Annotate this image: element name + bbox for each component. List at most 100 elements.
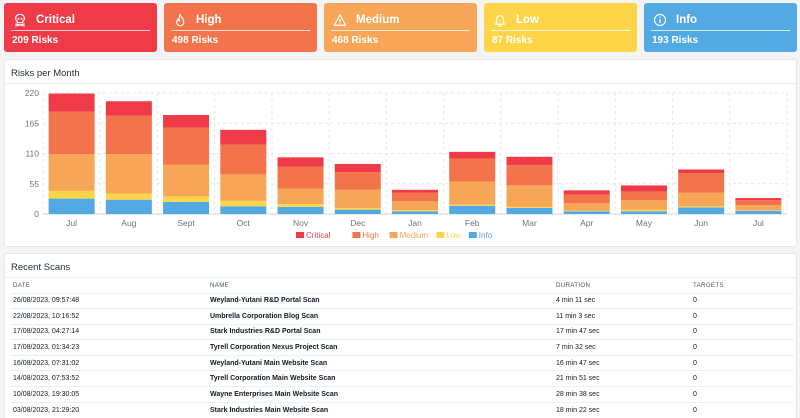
flame-icon <box>173 13 187 27</box>
scan-duration: 11 min 3 sec <box>554 308 691 325</box>
x-tick-label: Jul <box>66 218 77 228</box>
info-icon <box>653 13 667 27</box>
legend-label-info: Info <box>479 231 493 240</box>
card-title: Info <box>676 14 698 26</box>
table-row[interactable]: 16/08/2023, 07:31:02 Weyland-Yutani Main… <box>11 354 794 371</box>
bar-segment-info <box>277 206 324 214</box>
skull-icon <box>13 13 27 27</box>
bar-segment-critical <box>277 157 324 167</box>
risk-summary-cards: Critical 209 Risks High 498 Risks Medium… <box>4 3 797 52</box>
risks-per-month-chart: 0 55 110 165 220 Jul Aug Sept Oct Nov Dec Jan Feb Mar… <box>25 88 788 240</box>
card-divider <box>651 30 790 31</box>
scan-name: Umbrella Corporation Blog Scan <box>208 308 554 325</box>
table-row[interactable]: 26/08/2023, 09:57:48 Weyland-Yutani R&D … <box>11 292 794 309</box>
bar-segment-low <box>277 204 324 207</box>
table-row[interactable]: 10/08/2023, 19:30:05 Wayne Enterprises M… <box>11 386 794 403</box>
bar-segment-medium <box>277 188 324 205</box>
scan-targets: 0 <box>691 386 794 403</box>
bar-segment-high <box>735 200 782 206</box>
card-count: 498 Risks <box>172 35 219 46</box>
table-row[interactable]: 22/08/2023, 10:16:52 Umbrella Corporatio… <box>11 308 794 325</box>
scan-duration: 21 min 51 sec <box>554 370 691 387</box>
card-count: 209 Risks <box>12 35 59 46</box>
risks-per-month-panel: Risks per Month 0 55 110 165 220 Jul Aug Sept Oc… <box>4 59 797 247</box>
bar-segment-critical <box>620 185 667 192</box>
bar-segment-critical <box>48 93 95 112</box>
column-header-name[interactable]: NAME <box>210 282 230 290</box>
bar-segment-medium <box>563 203 610 211</box>
bar-segment-low <box>334 207 381 210</box>
scan-date: 16/08/2023, 07:31:02 <box>11 354 208 371</box>
legend-label-low: Low <box>446 231 461 240</box>
scan-name: Weyland-Yutani R&D Portal Scan <box>208 292 554 309</box>
y-tick-label: 0 <box>34 209 39 219</box>
y-tick-label: 220 <box>25 88 39 98</box>
bar-segment-low <box>678 206 725 208</box>
column-header-date[interactable]: DATE <box>13 282 31 290</box>
panel-title: Recent Scans <box>11 262 71 273</box>
bar-segment-critical <box>392 189 438 193</box>
bar-segment-critical <box>334 163 381 173</box>
scan-date: 22/08/2023, 10:16:52 <box>11 308 208 325</box>
scan-date: 10/08/2023, 19:30:05 <box>11 386 208 403</box>
x-tick-label: Oct <box>237 218 251 228</box>
bar-segment-info <box>735 210 782 214</box>
scan-duration: 4 min 11 sec <box>554 292 691 309</box>
table-row[interactable]: 17/08/2023, 04:27:14 Stark Industries R&… <box>11 323 794 340</box>
x-tick-label: Mar <box>522 218 537 228</box>
bar-segment-high <box>105 115 152 155</box>
scan-name: Tyrell Corporation Nexus Project Scan <box>208 339 554 356</box>
bar-segment-high <box>449 158 496 182</box>
bar-segment-critical <box>563 190 610 195</box>
bar-segment-info <box>105 199 152 214</box>
bar-segment-high <box>163 127 210 165</box>
scan-duration: 7 min 32 sec <box>554 339 691 356</box>
bar-segment-info <box>506 207 553 214</box>
bar-segment-low <box>105 193 152 200</box>
scan-targets: 0 <box>691 339 794 356</box>
bar-segment-low <box>220 200 267 207</box>
legend-swatch-low <box>436 232 445 238</box>
bar-segment-medium <box>506 185 553 207</box>
scan-targets: 0 <box>691 308 794 325</box>
legend-swatch-critical <box>296 232 304 238</box>
bar-segment-high <box>334 172 381 190</box>
table-row[interactable]: 17/08/2023, 01:34:23 Tyrell Corporation … <box>11 339 794 356</box>
bar-segment-high <box>620 191 667 201</box>
legend-label-medium: Medium <box>400 231 429 240</box>
bar-segment-low <box>620 209 667 212</box>
bell-icon <box>493 13 507 27</box>
column-header-targets[interactable]: TARGETS <box>693 282 724 290</box>
bar-segment-critical <box>220 129 267 145</box>
table-row[interactable]: 03/08/2023, 21:29:20 Stark Industries Ma… <box>11 401 794 418</box>
bar-segment-medium <box>392 201 438 211</box>
high-risks-card[interactable]: High 498 Risks <box>164 3 317 52</box>
bar-segment-low <box>163 196 210 202</box>
x-tick-label: May <box>636 218 653 228</box>
column-header-duration[interactable]: DURATION <box>556 282 591 290</box>
x-tick-label: Jan <box>408 218 422 228</box>
card-title: Critical <box>36 14 75 26</box>
low-risks-card[interactable]: Low 87 Risks <box>484 3 637 52</box>
panel-title: Risks per Month <box>11 68 80 79</box>
table-row[interactable]: 14/08/2023, 07:53:52 Tyrell Corporation … <box>11 370 794 387</box>
bar-segment-info <box>449 205 496 214</box>
medium-risks-card[interactable]: Medium 468 Risks <box>324 3 477 52</box>
scan-duration: 28 min 38 sec <box>554 386 691 403</box>
legend-swatch-high <box>352 232 361 238</box>
scan-duration: 18 min 22 sec <box>554 401 691 418</box>
x-tick-label: Feb <box>465 218 480 228</box>
bar-segment-critical <box>735 198 782 201</box>
bar-segment-medium <box>678 192 725 207</box>
critical-risks-card[interactable]: Critical 209 Risks <box>4 3 157 52</box>
legend-label-high: High <box>362 231 378 240</box>
bar-segment-medium <box>334 189 381 208</box>
bar-segment-high <box>678 173 725 193</box>
y-tick-label: 110 <box>25 149 39 159</box>
bar-segment-medium <box>163 164 210 197</box>
card-count: 468 Risks <box>332 35 379 46</box>
info-risks-card[interactable]: Info 193 Risks <box>644 3 797 52</box>
card-title: Medium <box>356 14 400 26</box>
legend-swatch-medium <box>389 232 398 238</box>
y-tick-label: 55 <box>30 179 40 189</box>
